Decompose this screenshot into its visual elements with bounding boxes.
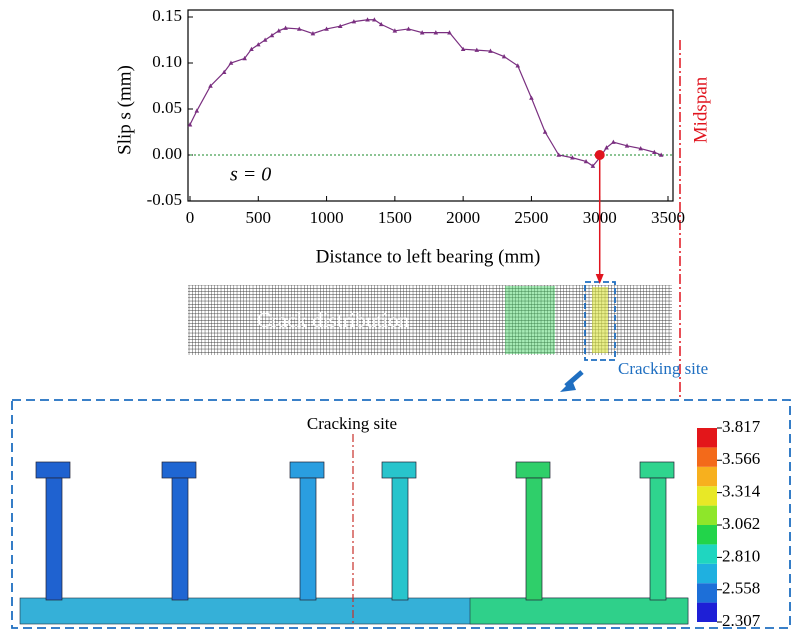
data-point [529,95,534,99]
colorbar-segment [697,603,717,622]
colorbar-label: 2.810 [722,546,760,565]
colorbar-label: 2.307 [722,611,761,630]
data-point [379,22,384,26]
data-point [263,38,268,42]
colorbar-segment [697,486,717,505]
y-tick-label: 0.05 [152,98,182,117]
colorbar-segment [697,467,717,486]
x-axis-title: Distance to left bearing (mm) [316,246,541,267]
slab [470,598,688,624]
site-label: Cracking site [618,359,708,378]
x-tick-label: 2000 [446,208,480,227]
colorbar-segment [697,506,717,525]
mesh-label: Crack distribution [257,308,410,332]
x-tick-label: 2500 [514,208,548,227]
annotation: s = 0 [230,164,271,186]
colorbar-segment [697,428,717,447]
x-tick-label: 3500 [651,208,685,227]
colorbar-label: 3.062 [722,514,760,533]
data-point [249,47,254,51]
y-tick-label: 0.15 [152,6,182,25]
colorbar-segment [697,525,717,544]
x-tick-label: 1000 [310,208,344,227]
data-point [611,140,616,144]
colorbar-segment [697,583,717,602]
data-point [515,63,520,67]
data-point [270,33,275,37]
colorbar-label: 3.817 [722,417,761,436]
colorbar-label: 3.314 [722,482,761,501]
crack-zone [505,286,555,354]
y-axis-title: Slip s (mm) [114,65,135,155]
y-tick-label: -0.05 [147,190,182,209]
x-tick-label: 1500 [378,208,412,227]
x-tick-label: 0 [186,208,195,227]
data-point [543,130,548,134]
detail-title: Cracking site [307,414,397,433]
site-dot [595,150,605,160]
studs [36,462,674,600]
x-tick-label: 500 [246,208,272,227]
colorbar-segment [697,564,717,583]
colorbar-label: 3.566 [722,449,760,468]
figure: Distance to left bearing (mm) Slip s (mm… [0,0,792,632]
colorbar-label: 2.558 [722,579,760,598]
data-point [256,42,261,46]
y-tick-label: 0.10 [152,52,182,71]
crack-zone [592,287,608,353]
colorbar-segment [697,544,717,563]
y-tick-label: 0.00 [152,144,182,163]
midspan-label: Midspan [690,76,711,143]
data-line [190,20,661,166]
colorbar-segment [697,447,717,466]
